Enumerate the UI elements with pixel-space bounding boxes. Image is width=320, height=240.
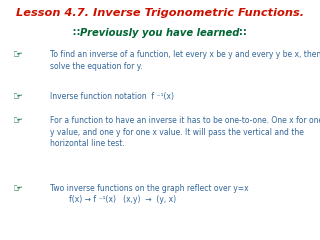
- Text: ☞: ☞: [13, 92, 23, 102]
- Text: Two inverse functions on the graph reflect over y=x
        f(x) → f ⁻¹(x)   (x,: Two inverse functions on the graph refle…: [50, 184, 248, 204]
- Text: Lesson 4.7. Inverse Trigonometric Functions.: Lesson 4.7. Inverse Trigonometric Functi…: [16, 8, 304, 18]
- Text: To find an inverse of a function, let every x be y and every y be x, then
solve : To find an inverse of a function, let ev…: [50, 50, 320, 71]
- Text: For a function to have an inverse it has to be one-to-one. One x for one
y value: For a function to have an inverse it has…: [50, 116, 320, 148]
- Text: ☞: ☞: [13, 116, 23, 126]
- Text: Inverse function notation  f ⁻¹(x): Inverse function notation f ⁻¹(x): [50, 92, 173, 101]
- Text: ☞: ☞: [13, 50, 23, 60]
- Text: ∷Previously you have learned∷: ∷Previously you have learned∷: [73, 28, 247, 38]
- Text: ☞: ☞: [13, 184, 23, 194]
